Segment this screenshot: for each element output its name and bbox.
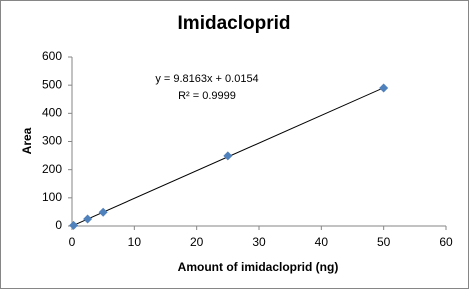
x-tick-label: 0	[69, 235, 76, 249]
y-tick-label: 400	[42, 106, 62, 120]
x-tick-label: 50	[377, 235, 391, 249]
y-tick-label: 300	[42, 134, 62, 148]
data-point	[69, 220, 79, 230]
y-tick-label: 200	[42, 162, 62, 176]
x-tick-label: 40	[315, 235, 329, 249]
x-tick-label: 60	[439, 235, 453, 249]
y-tick-label: 0	[55, 218, 62, 232]
x-tick-label: 10	[128, 235, 142, 249]
data-point	[83, 214, 93, 224]
data-point	[98, 207, 108, 217]
trendline-r-squared: R² = 0.9999	[178, 90, 236, 102]
y-axis-title: Area	[20, 127, 34, 154]
chart-title: Imidacloprid	[178, 13, 291, 34]
trendline-equation: y = 9.8163x + 0.0154	[155, 73, 258, 85]
y-tick-label: 600	[42, 49, 62, 63]
x-tick-label: 20	[190, 235, 204, 249]
data-point	[379, 83, 389, 93]
data-point	[223, 151, 233, 161]
x-tick-label: 30	[252, 235, 266, 249]
x-axis-title: Amount of imidacloprid (ng)	[178, 260, 339, 274]
y-tick-label: 500	[42, 77, 62, 91]
y-tick-label: 100	[42, 190, 62, 204]
